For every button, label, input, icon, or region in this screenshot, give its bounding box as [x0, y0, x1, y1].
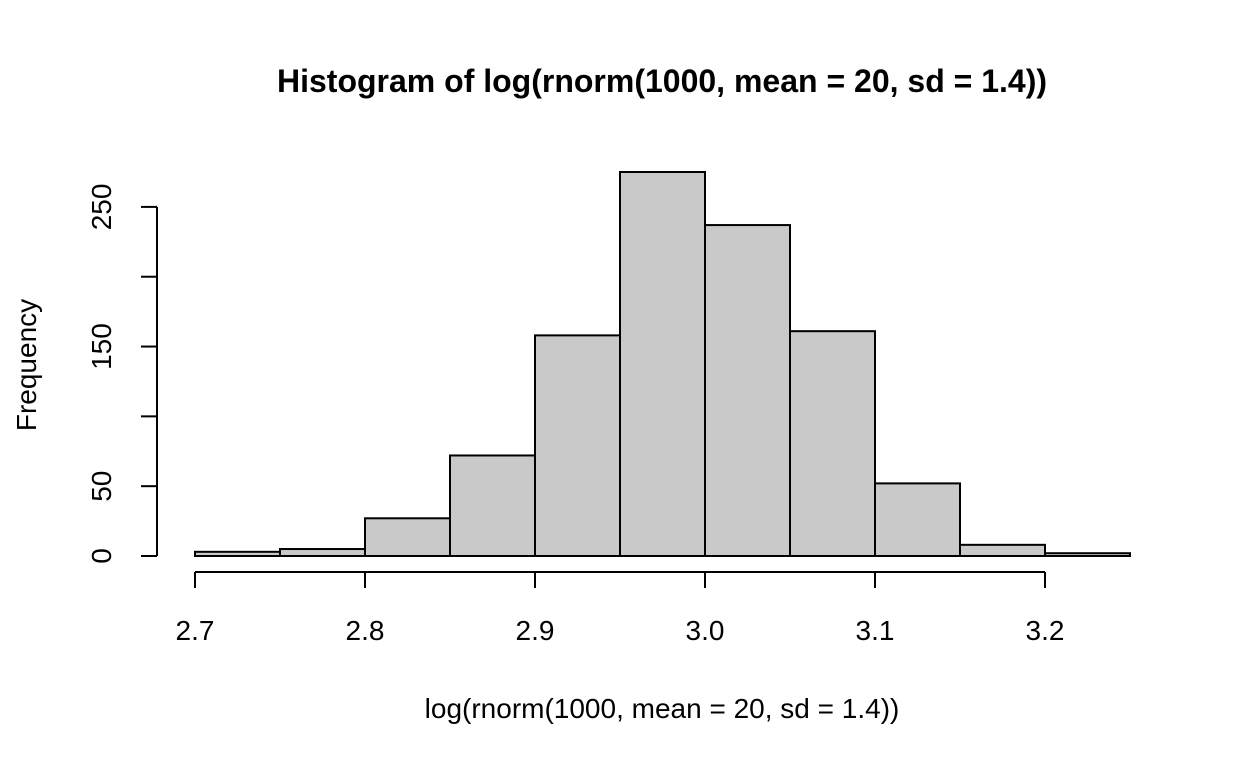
histogram-bar-1: [279, 548, 366, 558]
x-axis: 2.7 2.8 2.9 3.0 3.1 3.2: [176, 571, 1065, 646]
histogram-bar-10: [1044, 552, 1131, 558]
histogram-bar-7: [789, 330, 876, 557]
x-tick-label-5: 3.2: [1026, 615, 1065, 646]
y-tick-label-0: 0: [86, 548, 117, 564]
y-tick-label-1: 50: [86, 471, 117, 502]
y-axis-label: Frequency: [11, 299, 42, 431]
x-tick-label-4: 3.1: [856, 615, 895, 646]
histogram-bar-2: [364, 517, 451, 557]
y-tick-label-3: 150: [86, 323, 117, 370]
x-tick-label-0: 2.7: [176, 615, 215, 646]
histogram-bar-9: [959, 543, 1046, 558]
x-axis-label: log(rnorm(1000, mean = 20, sd = 1.4)): [425, 693, 900, 724]
x-tick-label-3: 3.0: [686, 615, 725, 646]
y-axis: 0 50 150 250: [86, 184, 158, 564]
x-tick-label-2: 2.9: [516, 615, 555, 646]
histogram-bar-0: [194, 550, 281, 558]
chart-title: Histogram of log(rnorm(1000, mean = 20, …: [277, 63, 1047, 99]
x-tick-label-1: 2.8: [346, 615, 385, 646]
histogram-bar-4: [534, 334, 621, 557]
bars: [194, 171, 1131, 558]
y-tick-label-5: 250: [86, 184, 117, 231]
histogram-bar-8: [874, 482, 961, 558]
histogram-bar-5: [619, 171, 706, 557]
histogram-bar-3: [449, 454, 536, 558]
histogram-bar-6: [704, 224, 791, 557]
